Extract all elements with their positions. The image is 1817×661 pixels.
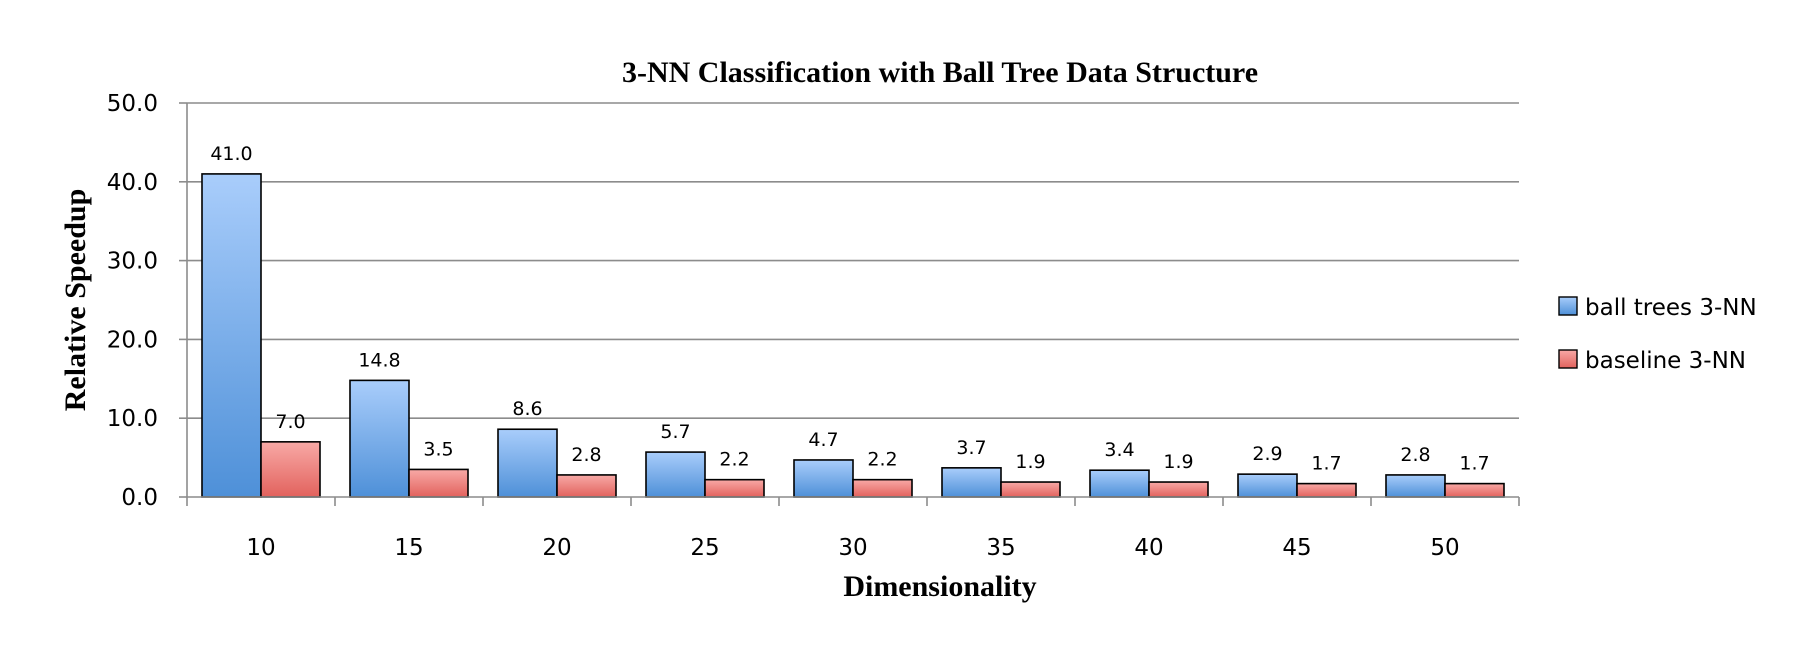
bar-value-label: 4.7 — [808, 429, 838, 451]
bar-value-label: 2.8 — [1400, 444, 1430, 466]
bar — [645, 451, 706, 498]
bar — [1296, 482, 1357, 498]
bar — [408, 468, 469, 498]
x-tick-label: 30 — [838, 535, 867, 561]
bar — [1148, 481, 1209, 498]
y-tick-label: 50.0 — [107, 91, 158, 117]
bar — [704, 478, 765, 498]
bar-value-label: 2.2 — [867, 449, 897, 471]
bar — [201, 173, 262, 498]
bar-value-label: 1.7 — [1459, 453, 1489, 475]
bar — [852, 478, 913, 498]
bar — [941, 467, 1002, 498]
gridlines — [187, 102, 1519, 420]
y-tick-label: 40.0 — [107, 170, 158, 196]
bar-value-label: 3.7 — [956, 437, 986, 459]
x-tick-label: 45 — [1282, 535, 1311, 561]
x-tick-label: 20 — [542, 535, 571, 561]
bar — [1089, 469, 1150, 498]
bar-value-label: 2.8 — [571, 444, 601, 466]
bar-value-label: 3.5 — [423, 438, 453, 460]
y-tick-labels: 0.0 10.0 20.0 30.0 40.0 50.0 — [107, 91, 158, 511]
legend-swatch — [1558, 349, 1578, 369]
bar — [260, 441, 321, 498]
bar — [1000, 481, 1061, 498]
x-tick-label: 40 — [1134, 535, 1163, 561]
bar-value-label: 1.9 — [1163, 451, 1193, 473]
bar-value-label: 14.8 — [358, 349, 400, 371]
bar — [1444, 482, 1505, 498]
legend: ball trees 3-NN baseline 3-NN — [1558, 295, 1757, 374]
x-tick-labels: 10 15 20 25 30 35 40 45 50 — [246, 535, 1459, 561]
x-tick-label: 35 — [986, 535, 1015, 561]
y-tick-label: 10.0 — [107, 406, 158, 432]
x-axis-title: Dimensionality — [843, 570, 1036, 603]
chart-title: 3-NN Classification with Ball Tree Data … — [622, 56, 1258, 89]
bar-value-label: 3.4 — [1104, 439, 1134, 461]
value-labels: 41.0 7.0 14.8 3.5 8.6 2.8 5.7 2.2 4.7 2.2 3.7 1.9 3.… — [210, 143, 1489, 475]
bar — [556, 474, 617, 498]
axes — [179, 102, 1520, 506]
y-tick-label: 0.0 — [121, 485, 158, 511]
legend-label: ball trees 3-NN — [1585, 295, 1757, 321]
bar-value-label: 2.2 — [719, 449, 749, 471]
bar-value-label: 2.9 — [1252, 443, 1282, 465]
y-tick-label: 20.0 — [107, 327, 158, 353]
bar-value-label: 1.7 — [1311, 453, 1341, 475]
y-axis-title: Relative Speedup — [59, 189, 92, 412]
legend-swatch — [1558, 296, 1578, 316]
bar — [349, 379, 410, 498]
y-tick-label: 30.0 — [107, 249, 158, 275]
bar — [793, 459, 854, 498]
bar-value-label: 8.6 — [512, 398, 542, 420]
x-tick-label: 10 — [246, 535, 275, 561]
bar-value-label: 5.7 — [660, 421, 690, 443]
bar-value-label: 41.0 — [210, 143, 252, 165]
bar — [497, 428, 558, 498]
x-tick-label: 50 — [1430, 535, 1459, 561]
legend-label: baseline 3-NN — [1585, 348, 1746, 374]
bar-value-label: 7.0 — [275, 411, 305, 433]
bar — [1237, 473, 1298, 498]
bars — [201, 173, 1505, 498]
x-tick-label: 25 — [690, 535, 719, 561]
bar-value-label: 1.9 — [1015, 451, 1045, 473]
x-tick-label: 15 — [394, 535, 423, 561]
bar — [1385, 474, 1446, 498]
